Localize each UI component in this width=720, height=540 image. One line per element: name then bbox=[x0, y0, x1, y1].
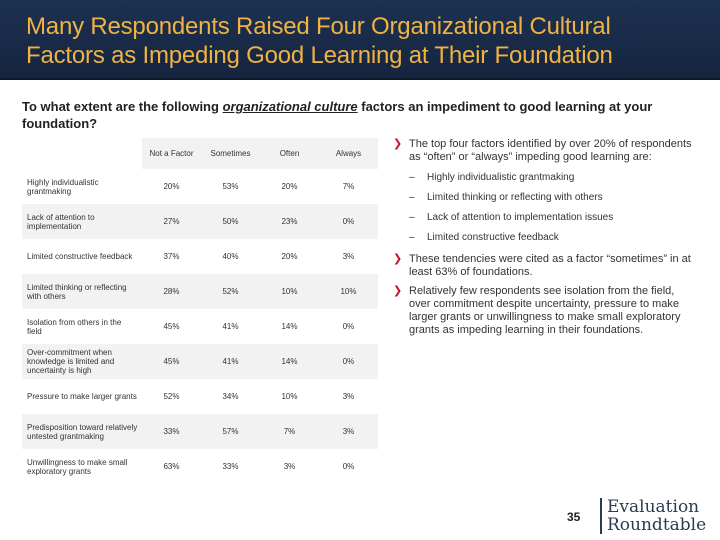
table-row: Unwillingness to make small exploratory … bbox=[22, 449, 378, 484]
finding-1-text: The top four factors identified by over … bbox=[409, 138, 692, 163]
dash-bullet-icon: – bbox=[409, 172, 415, 183]
cell-sometimes: 52% bbox=[201, 274, 260, 309]
list-item-text: Highly individualistic grantmaking bbox=[427, 172, 575, 183]
cell-always: 3% bbox=[319, 379, 378, 414]
title-bar: Many Respondents Raised Four Organizatio… bbox=[0, 0, 720, 80]
row-label: Over-commitment when knowledge is limite… bbox=[22, 344, 142, 379]
row-label: Highly individualistic grantmaking bbox=[22, 169, 142, 204]
finding-2-text: These tendencies were cited as a factor … bbox=[409, 253, 691, 278]
cell-sometimes: 41% bbox=[201, 309, 260, 344]
table-row: Pressure to make larger grants 52% 34% 1… bbox=[22, 379, 378, 414]
cell-not-a-factor: 37% bbox=[142, 239, 201, 274]
cell-not-a-factor: 63% bbox=[142, 449, 201, 484]
cell-often: 10% bbox=[260, 379, 319, 414]
logo-divider bbox=[600, 498, 602, 534]
cell-not-a-factor: 45% bbox=[142, 344, 201, 379]
cell-not-a-factor: 33% bbox=[142, 414, 201, 449]
table-row: Predisposition toward relatively unteste… bbox=[22, 414, 378, 449]
survey-question: To what extent are the following organiz… bbox=[22, 98, 702, 132]
table-row: Limited thinking or reflecting with othe… bbox=[22, 274, 378, 309]
cell-often: 23% bbox=[260, 204, 319, 239]
cell-often: 3% bbox=[260, 449, 319, 484]
row-label: Limited constructive feedback bbox=[22, 239, 142, 274]
table-row: Lack of attention to implementation 27% … bbox=[22, 204, 378, 239]
table-row: Isolation from others in the field 45% 4… bbox=[22, 309, 378, 344]
dash-bullet-icon: – bbox=[409, 212, 415, 223]
cell-often: 7% bbox=[260, 414, 319, 449]
logo-line-1: Evaluation bbox=[607, 497, 700, 517]
cell-always: 0% bbox=[319, 344, 378, 379]
cell-sometimes: 57% bbox=[201, 414, 260, 449]
header-sometimes: Sometimes bbox=[201, 138, 260, 169]
cell-often: 10% bbox=[260, 274, 319, 309]
top-factor-list: – Highly individualistic grantmaking – Lim… bbox=[393, 171, 698, 244]
cell-always: 10% bbox=[319, 274, 378, 309]
row-label: Limited thinking or reflecting with othe… bbox=[22, 274, 142, 309]
cell-sometimes: 50% bbox=[201, 204, 260, 239]
slide-title-line-1: Many Respondents Raised Four Organizatio… bbox=[26, 13, 611, 40]
cell-sometimes: 33% bbox=[201, 449, 260, 484]
list-item-text: Limited thinking or reflecting with othe… bbox=[427, 192, 603, 203]
row-label: Lack of attention to implementation bbox=[22, 204, 142, 239]
row-label: Predisposition toward relatively unteste… bbox=[22, 414, 142, 449]
list-item: – Lack of attention to implementation iss… bbox=[393, 211, 698, 224]
cell-always: 0% bbox=[319, 204, 378, 239]
question-text-underlined: organizational culture bbox=[222, 99, 358, 114]
cell-sometimes: 34% bbox=[201, 379, 260, 414]
arrow-bullet-icon: ❯ bbox=[393, 138, 403, 150]
cell-always: 3% bbox=[319, 239, 378, 274]
results-table: Not a Factor Sometimes Often Always High… bbox=[22, 138, 378, 484]
list-item-text: Limited constructive feedback bbox=[427, 232, 559, 243]
list-item: – Highly individualistic grantmaking bbox=[393, 171, 698, 184]
cell-not-a-factor: 52% bbox=[142, 379, 201, 414]
cell-always: 0% bbox=[319, 309, 378, 344]
table-header-row: Not a Factor Sometimes Often Always bbox=[22, 138, 378, 169]
list-item-text: Lack of attention to implementation issu… bbox=[427, 212, 614, 223]
cell-not-a-factor: 27% bbox=[142, 204, 201, 239]
table-row: Limited constructive feedback 37% 40% 20… bbox=[22, 239, 378, 274]
question-text-end: factors an impediment to good learning a… bbox=[22, 99, 653, 131]
slide-title-line-2: Factors as Impeding Good Learning at The… bbox=[26, 42, 613, 69]
row-label: Isolation from others in the field bbox=[22, 309, 142, 344]
evaluation-roundtable-logo: Evaluation Roundtable bbox=[607, 498, 706, 534]
cell-always: 3% bbox=[319, 414, 378, 449]
header-often: Often bbox=[260, 138, 319, 169]
finding-2: ❯ These tendencies were cited as a facto… bbox=[393, 253, 698, 279]
cell-not-a-factor: 20% bbox=[142, 169, 201, 204]
cell-often: 14% bbox=[260, 344, 319, 379]
cell-not-a-factor: 28% bbox=[142, 274, 201, 309]
finding-3-text: Relatively few respondents see isolation… bbox=[409, 285, 681, 336]
cell-sometimes: 53% bbox=[201, 169, 260, 204]
finding-1: ❯ The top four factors identified by ove… bbox=[393, 138, 698, 164]
header-not-a-factor: Not a Factor bbox=[142, 138, 201, 169]
cell-not-a-factor: 45% bbox=[142, 309, 201, 344]
cell-always: 7% bbox=[319, 169, 378, 204]
table-row: Highly individualistic grantmaking 20% 5… bbox=[22, 169, 378, 204]
arrow-bullet-icon: ❯ bbox=[393, 253, 403, 265]
cell-often: 14% bbox=[260, 309, 319, 344]
header-blank-cell bbox=[22, 138, 142, 169]
row-label: Pressure to make larger grants bbox=[22, 379, 142, 414]
dash-bullet-icon: – bbox=[409, 192, 415, 203]
cell-often: 20% bbox=[260, 169, 319, 204]
header-always: Always bbox=[319, 138, 378, 169]
page-number: 35 bbox=[567, 510, 581, 524]
cell-always: 0% bbox=[319, 449, 378, 484]
list-item: – Limited thinking or reflecting with oth… bbox=[393, 191, 698, 204]
cell-often: 20% bbox=[260, 239, 319, 274]
arrow-bullet-icon: ❯ bbox=[393, 285, 403, 297]
question-text-start: To what extent are the following bbox=[22, 99, 223, 114]
list-item: – Limited constructive feedback bbox=[393, 231, 698, 244]
dash-bullet-icon: – bbox=[409, 232, 415, 243]
finding-3: ❯ Relatively few respondents see isolati… bbox=[393, 285, 698, 337]
cell-sometimes: 40% bbox=[201, 239, 260, 274]
row-label: Unwillingness to make small exploratory … bbox=[22, 449, 142, 484]
table-row: Over-commitment when knowledge is limite… bbox=[22, 344, 378, 379]
logo-line-2: Roundtable bbox=[607, 515, 707, 535]
cell-sometimes: 41% bbox=[201, 344, 260, 379]
findings-panel: ❯ The top four factors identified by ove… bbox=[393, 138, 698, 343]
